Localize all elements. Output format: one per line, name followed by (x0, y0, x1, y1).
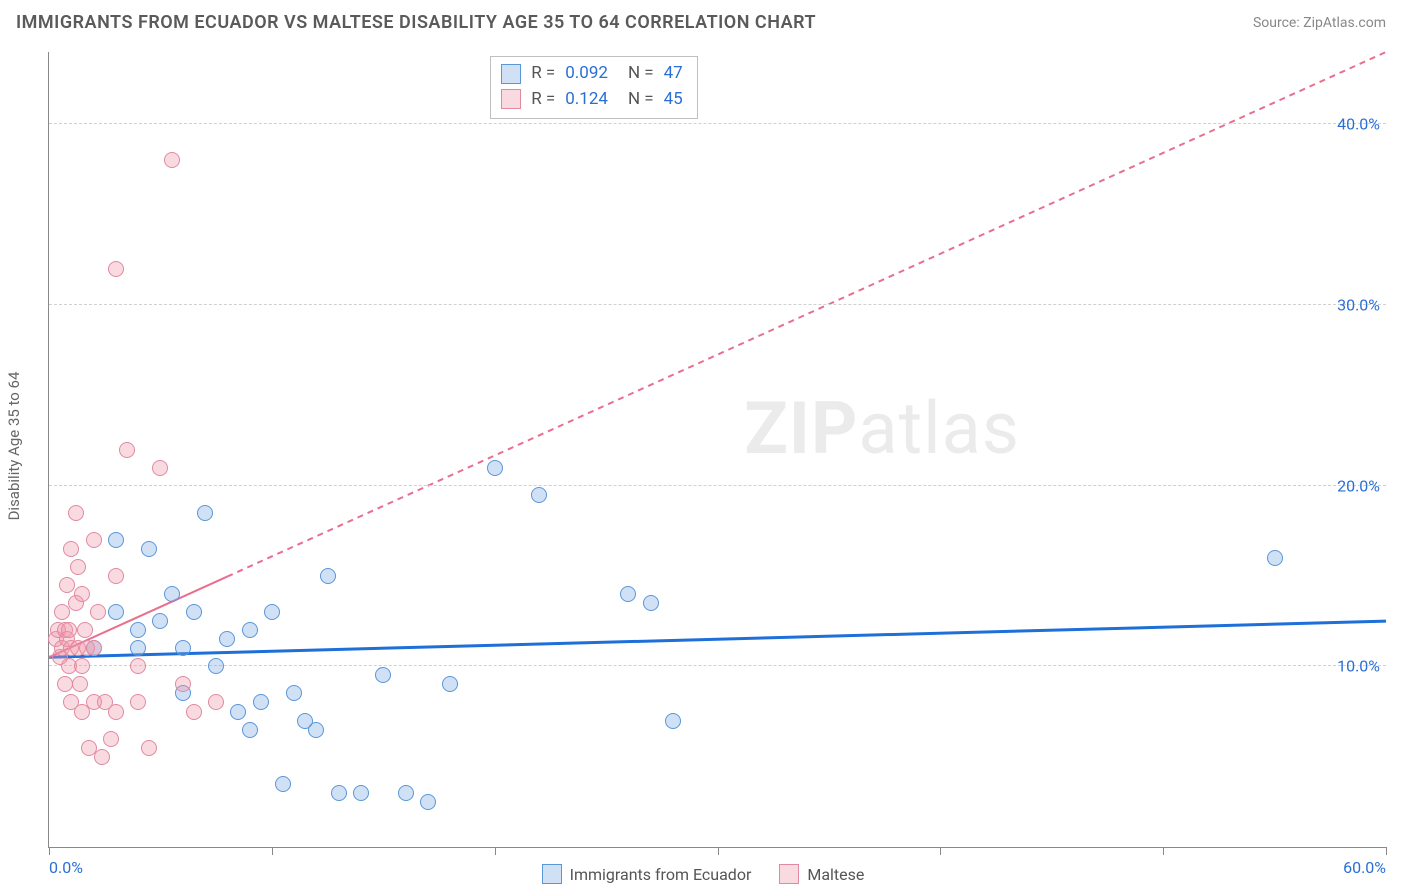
scatter-point (130, 640, 146, 656)
scatter-point (308, 722, 324, 738)
source-label: Source: ZipAtlas.com (1253, 15, 1386, 31)
scatter-point (72, 676, 88, 692)
scatter-point (70, 559, 86, 575)
y-tick-label: 10.0% (1337, 657, 1380, 676)
scatter-point (130, 622, 146, 638)
chart-title: IMMIGRANTS FROM ECUADOR VS MALTESE DISAB… (16, 12, 816, 33)
scatter-point (286, 685, 302, 701)
y-tick-label: 30.0% (1337, 295, 1380, 314)
x-tick (49, 847, 50, 855)
x-tick (272, 847, 273, 855)
scatter-point (130, 694, 146, 710)
scatter-point (253, 694, 269, 710)
stats-row: R = 0.092N = 47 (501, 61, 683, 87)
scatter-point (119, 442, 135, 458)
scatter-point (186, 704, 202, 720)
scatter-point (320, 568, 336, 584)
scatter-point (275, 776, 291, 792)
scatter-point (152, 460, 168, 476)
scatter-point (68, 505, 84, 521)
scatter-point (108, 704, 124, 720)
scatter-point (175, 676, 191, 692)
gridline (49, 665, 1386, 666)
scatter-point (1267, 550, 1283, 566)
scatter-point (130, 658, 146, 674)
legend-swatch (501, 89, 521, 109)
scatter-point (57, 676, 73, 692)
scatter-point (331, 785, 347, 801)
legend-swatch (779, 864, 799, 884)
x-tick (1163, 847, 1164, 855)
x-tick (718, 847, 719, 855)
x-tick (495, 847, 496, 855)
scatter-point (242, 622, 258, 638)
header: IMMIGRANTS FROM ECUADOR VS MALTESE DISAB… (0, 0, 1406, 37)
scatter-point (219, 631, 235, 647)
scatter-point (141, 740, 157, 756)
scatter-point (108, 568, 124, 584)
scatter-point (108, 604, 124, 620)
y-tick-label: 20.0% (1337, 476, 1380, 495)
scatter-point (175, 640, 191, 656)
scatter-point (208, 694, 224, 710)
watermark: ZIPatlas (744, 386, 1020, 471)
gridline (49, 485, 1386, 486)
scatter-point (74, 586, 90, 602)
gridline (49, 123, 1386, 124)
scatter-point (643, 595, 659, 611)
scatter-point (420, 794, 436, 810)
scatter-point (59, 577, 75, 593)
scatter-point (90, 604, 106, 620)
scatter-point (61, 622, 77, 638)
scatter-point (86, 640, 102, 656)
scatter-point (74, 658, 90, 674)
scatter-point (665, 713, 681, 729)
plot-area: ZIPatlas R = 0.092N = 47R = 0.124N = 45 … (48, 52, 1386, 848)
scatter-point (108, 261, 124, 277)
scatter-point (103, 731, 119, 747)
scatter-point (264, 604, 280, 620)
stats-row: R = 0.124N = 45 (501, 87, 683, 113)
scatter-point (197, 505, 213, 521)
x-tick (940, 847, 941, 855)
scatter-point (620, 586, 636, 602)
legend-swatch (542, 864, 562, 884)
scatter-point (242, 722, 258, 738)
scatter-point (108, 532, 124, 548)
scatter-point (164, 586, 180, 602)
gridline (49, 304, 1386, 305)
scatter-point (186, 604, 202, 620)
legend-label: Immigrants from Ecuador (570, 865, 752, 884)
scatter-point (141, 541, 157, 557)
scatter-point (531, 487, 547, 503)
scatter-point (164, 152, 180, 168)
legend-item: Maltese (779, 864, 864, 884)
legend-item: Immigrants from Ecuador (542, 864, 752, 884)
scatter-point (152, 613, 168, 629)
x-tick (1386, 847, 1387, 855)
y-axis-label: Disability Age 35 to 64 (5, 372, 23, 521)
scatter-point (487, 460, 503, 476)
plot: ZIPatlas R = 0.092N = 47R = 0.124N = 45 … (48, 52, 1386, 848)
y-tick-label: 40.0% (1337, 115, 1380, 134)
legend-label: Maltese (807, 865, 864, 884)
scatter-point (353, 785, 369, 801)
scatter-point (208, 658, 224, 674)
scatter-point (230, 704, 246, 720)
scatter-point (94, 749, 110, 765)
scatter-point (375, 667, 391, 683)
legend-swatch (501, 64, 521, 84)
scatter-point (442, 676, 458, 692)
scatter-point (86, 532, 102, 548)
bottom-legend: Immigrants from Ecuador Maltese (0, 864, 1406, 884)
chart-container: IMMIGRANTS FROM ECUADOR VS MALTESE DISAB… (0, 0, 1406, 892)
scatter-point (398, 785, 414, 801)
scatter-point (63, 541, 79, 557)
scatter-point (77, 622, 93, 638)
stats-legend-box: R = 0.092N = 47R = 0.124N = 45 (490, 56, 698, 119)
